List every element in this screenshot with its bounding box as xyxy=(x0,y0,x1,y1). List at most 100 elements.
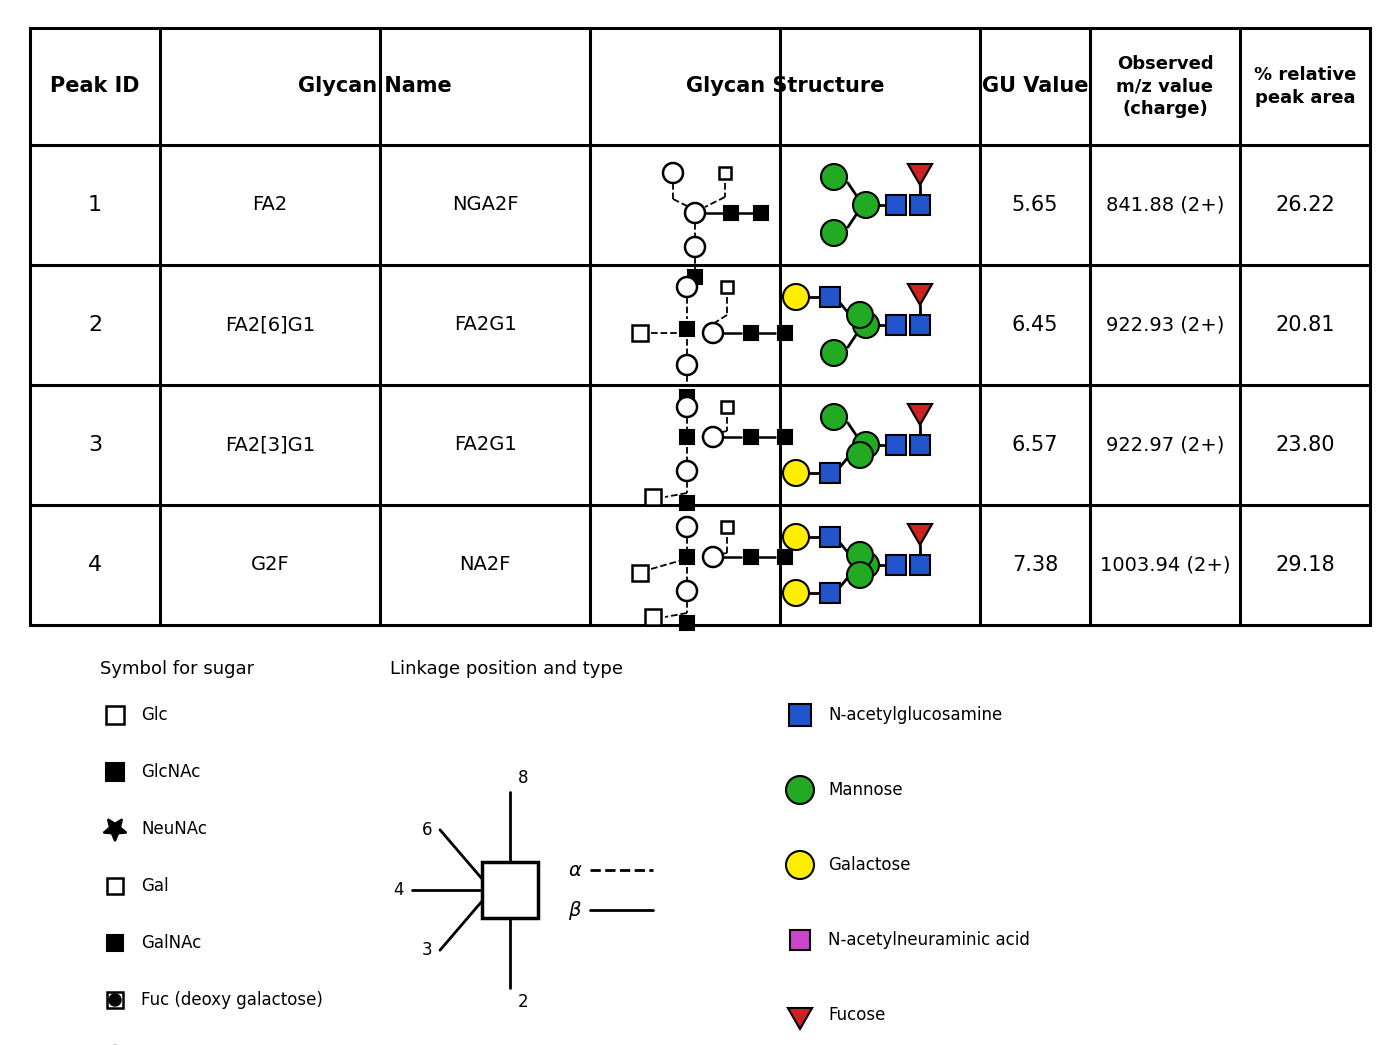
Text: 7.38: 7.38 xyxy=(1012,555,1058,575)
Circle shape xyxy=(853,552,879,578)
Bar xyxy=(886,315,906,335)
Circle shape xyxy=(703,323,722,343)
Bar xyxy=(724,206,738,220)
Circle shape xyxy=(847,302,874,328)
Text: NeuNAc: NeuNAc xyxy=(141,820,207,838)
Bar xyxy=(687,270,701,284)
Bar xyxy=(482,862,538,918)
Bar xyxy=(778,429,792,444)
Text: 922.97 (2+): 922.97 (2+) xyxy=(1106,436,1224,455)
Text: 6.45: 6.45 xyxy=(1012,315,1058,335)
Bar xyxy=(680,616,694,630)
Bar xyxy=(910,315,930,335)
Text: 3: 3 xyxy=(421,942,433,959)
Circle shape xyxy=(820,404,847,429)
Text: N-acetylneuraminic acid: N-acetylneuraminic acid xyxy=(827,931,1030,949)
Circle shape xyxy=(853,432,879,458)
Circle shape xyxy=(685,203,706,223)
Circle shape xyxy=(783,460,809,486)
Text: FA2G1: FA2G1 xyxy=(454,316,517,334)
Circle shape xyxy=(785,776,813,804)
Text: Symbol for sugar: Symbol for sugar xyxy=(99,660,255,678)
Text: Galactose: Galactose xyxy=(827,856,910,874)
Circle shape xyxy=(703,547,722,567)
Text: 1003.94 (2+): 1003.94 (2+) xyxy=(1100,556,1231,575)
Text: 5.65: 5.65 xyxy=(1012,195,1058,215)
Text: Fuc (deoxy galactose): Fuc (deoxy galactose) xyxy=(141,991,323,1009)
Circle shape xyxy=(847,542,874,568)
Bar xyxy=(680,429,694,444)
Bar xyxy=(755,206,769,220)
Text: FA2[6]G1: FA2[6]G1 xyxy=(225,316,315,334)
Text: FA2: FA2 xyxy=(252,195,287,214)
Circle shape xyxy=(783,284,809,310)
Bar xyxy=(680,496,694,510)
Text: FA2G1: FA2G1 xyxy=(454,436,517,455)
Text: N-acetylglucosamine: N-acetylglucosamine xyxy=(827,706,1002,724)
Bar xyxy=(743,326,757,340)
Text: Glc: Glc xyxy=(141,706,168,724)
Circle shape xyxy=(678,277,697,297)
Text: Observed
m/z value
(charge): Observed m/z value (charge) xyxy=(1117,54,1214,118)
Text: Mannose: Mannose xyxy=(827,781,903,799)
Text: 6.57: 6.57 xyxy=(1012,435,1058,455)
Text: $\alpha$: $\alpha$ xyxy=(568,860,582,880)
Text: G2F: G2F xyxy=(251,556,290,575)
Bar xyxy=(910,555,930,575)
Polygon shape xyxy=(104,819,126,841)
Text: 1: 1 xyxy=(88,195,102,215)
Text: FA2[3]G1: FA2[3]G1 xyxy=(225,436,315,455)
Text: % relative
peak area: % relative peak area xyxy=(1254,66,1357,107)
Bar xyxy=(910,195,930,215)
Text: 6: 6 xyxy=(421,820,433,839)
Text: Linkage position and type: Linkage position and type xyxy=(391,660,623,678)
Text: Fucose: Fucose xyxy=(827,1006,885,1024)
Text: 841.88 (2+): 841.88 (2+) xyxy=(1106,195,1224,214)
Text: 2: 2 xyxy=(518,993,529,1011)
Bar xyxy=(820,287,840,307)
Circle shape xyxy=(678,397,697,417)
Text: NGA2F: NGA2F xyxy=(452,195,518,214)
Bar xyxy=(886,555,906,575)
Circle shape xyxy=(820,164,847,190)
Circle shape xyxy=(783,524,809,550)
Bar xyxy=(778,326,792,340)
Text: GlcNAc: GlcNAc xyxy=(141,763,200,781)
Bar xyxy=(820,527,840,547)
Circle shape xyxy=(664,163,683,183)
Bar xyxy=(886,435,906,455)
Text: $\beta$: $\beta$ xyxy=(568,899,582,922)
Circle shape xyxy=(685,237,706,257)
Bar xyxy=(106,706,125,724)
Circle shape xyxy=(853,312,879,338)
Text: 3: 3 xyxy=(88,435,102,455)
Text: 29.18: 29.18 xyxy=(1275,555,1334,575)
Text: 2: 2 xyxy=(88,315,102,335)
Text: 922.93 (2+): 922.93 (2+) xyxy=(1106,316,1224,334)
Circle shape xyxy=(109,994,120,1006)
Circle shape xyxy=(853,192,879,218)
Circle shape xyxy=(678,355,697,375)
Circle shape xyxy=(783,580,809,606)
Circle shape xyxy=(678,581,697,601)
Bar xyxy=(886,195,906,215)
Bar xyxy=(820,583,840,603)
Circle shape xyxy=(678,517,697,537)
Bar xyxy=(743,550,757,564)
Circle shape xyxy=(847,562,874,588)
Bar xyxy=(778,550,792,564)
Text: 23.80: 23.80 xyxy=(1275,435,1334,455)
Bar xyxy=(29,28,1371,625)
Bar xyxy=(106,763,125,781)
Text: GalNAc: GalNAc xyxy=(141,934,202,952)
Bar xyxy=(743,429,757,444)
Text: 4: 4 xyxy=(393,881,405,899)
Text: Glycan Structure: Glycan Structure xyxy=(686,76,885,96)
Bar xyxy=(790,704,811,726)
Text: Gal: Gal xyxy=(141,877,168,895)
Circle shape xyxy=(678,461,697,481)
Text: GU Value: GU Value xyxy=(981,76,1088,96)
Bar xyxy=(910,435,930,455)
Circle shape xyxy=(820,220,847,246)
Circle shape xyxy=(703,427,722,447)
